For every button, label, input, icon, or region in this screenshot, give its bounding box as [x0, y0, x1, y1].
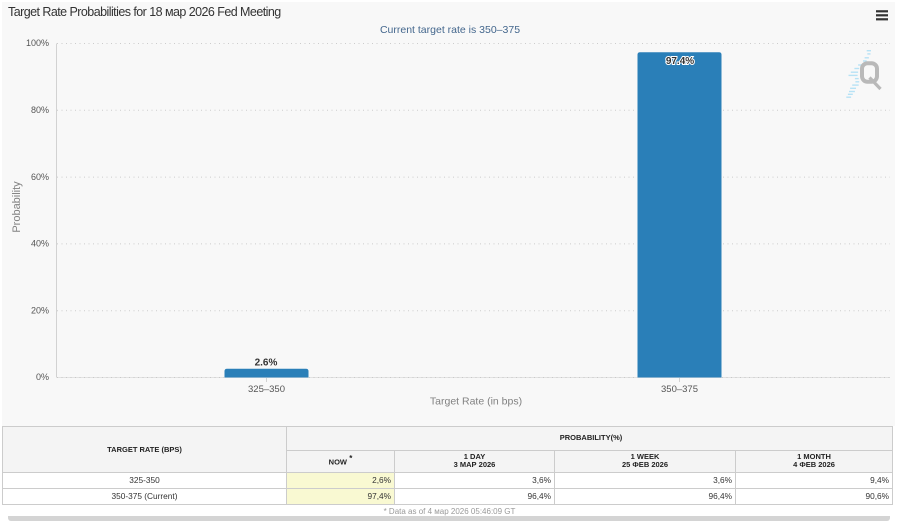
svg-text:40%: 40% [31, 239, 49, 249]
svg-text:20%: 20% [31, 305, 49, 315]
svg-text:Target Rate Probabilities for: Target Rate Probabilities for 18 мар 202… [8, 5, 281, 19]
svg-text:80%: 80% [31, 105, 49, 115]
svg-text:60%: 60% [31, 172, 49, 182]
svg-text:325–350: 325–350 [248, 384, 285, 395]
svg-text:2.6%: 2.6% [255, 358, 278, 369]
svg-text:Target Rate (in bps): Target Rate (in bps) [430, 396, 522, 408]
svg-text:350–375: 350–375 [661, 384, 698, 395]
svg-text:97.4%: 97.4% [666, 56, 694, 67]
svg-text:Current target rate is 350–375: Current target rate is 350–375 [380, 24, 520, 36]
svg-text:100%: 100% [26, 38, 49, 48]
svg-text:0%: 0% [36, 372, 49, 382]
svg-text:Probability: Probability [11, 181, 23, 233]
